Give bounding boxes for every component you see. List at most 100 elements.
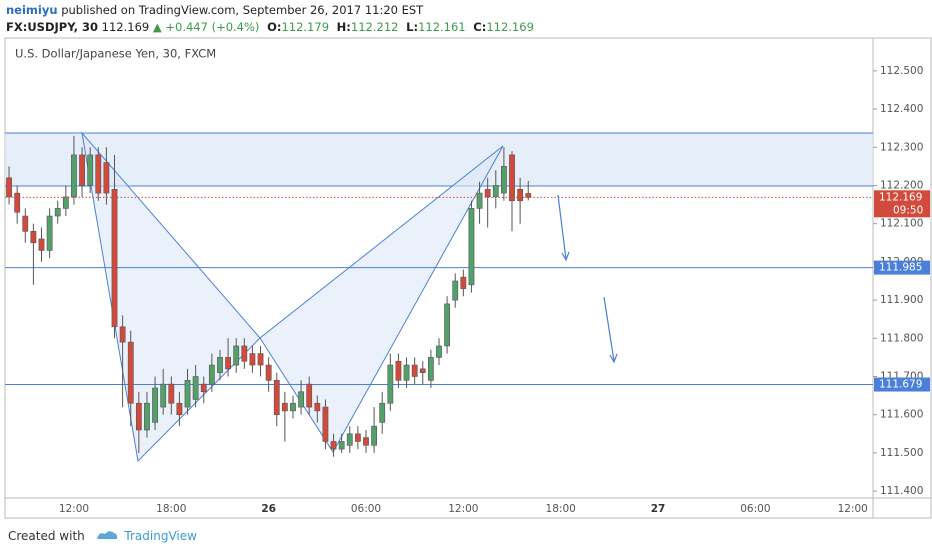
candle-body <box>265 364 272 381</box>
candle-body <box>257 353 264 366</box>
candle-body <box>403 364 410 381</box>
candle-body <box>160 383 167 408</box>
candle-body <box>241 345 248 362</box>
candle-body <box>127 341 134 404</box>
candle-body <box>492 185 499 198</box>
candle-body <box>281 402 288 412</box>
x-tick-label: 18:00 <box>156 503 186 515</box>
published: published on TradingView.com, September … <box>61 3 424 17</box>
pattern-leg <box>259 145 504 453</box>
candle-body <box>87 154 94 186</box>
candle-body <box>71 154 77 198</box>
candle-body <box>517 188 524 202</box>
zone <box>5 133 873 186</box>
pattern-leg <box>81 131 261 463</box>
candle-body <box>233 345 240 366</box>
candle-body <box>22 215 29 232</box>
candle-body <box>338 441 345 450</box>
ohlc-value: 112.169 <box>486 20 534 34</box>
candle-body <box>395 360 402 381</box>
symbol: FX:USDJPY, 30 <box>6 20 98 34</box>
x-tick-label: 26 <box>261 503 276 515</box>
current-price-label: 112.169 <box>879 191 922 203</box>
ohlc-value: 112.212 <box>350 20 399 34</box>
candle-body <box>119 326 126 343</box>
price-label: 111.985 <box>879 262 922 274</box>
candle-body <box>427 357 434 381</box>
x-tick-label: 06:00 <box>740 503 770 515</box>
candle-body <box>298 391 304 408</box>
quote-line: FX:USDJPY, 30 112.169 ▲ +0.447 (+0.4%) O… <box>6 20 534 34</box>
y-tick-label: 111.400 <box>880 485 923 497</box>
candle-body <box>6 177 12 198</box>
current-price-box <box>874 190 930 218</box>
candle-body <box>330 441 337 450</box>
candle-body <box>200 383 207 393</box>
candle-body <box>411 364 418 377</box>
ohlc-label: C: <box>473 20 487 34</box>
y-tick-label: 112.300 <box>880 141 923 153</box>
x-tick-label: 27 <box>651 503 666 515</box>
candle-body <box>363 437 369 446</box>
y-tick-label: 112.500 <box>880 65 923 77</box>
y-tick-label: 112.100 <box>880 218 923 230</box>
candle-body <box>38 238 45 251</box>
brand[interactable]: TradingView <box>124 529 197 543</box>
change: ▲ +0.447 (+0.4%) <box>152 20 260 34</box>
candle-body <box>346 433 353 446</box>
candle-body <box>95 154 102 194</box>
candle-body <box>460 276 467 289</box>
candle-body <box>192 376 199 400</box>
candle-body <box>152 387 158 423</box>
candle-body <box>144 402 150 431</box>
candle-body <box>509 154 515 202</box>
ohlc-label: H: <box>336 20 351 34</box>
candle-body <box>484 188 491 198</box>
x-tick-label: 06:00 <box>351 503 381 515</box>
arrow <box>557 194 567 260</box>
y-tick-label: 112.400 <box>880 103 923 115</box>
candle-body <box>79 154 85 186</box>
candle-body <box>419 368 426 373</box>
candle-body <box>176 402 183 416</box>
ohlc-label: O: <box>267 20 282 34</box>
marks <box>5 135 873 457</box>
candle-body <box>225 357 231 370</box>
arrow-head <box>609 353 618 364</box>
countdown: 09:50 <box>893 204 923 216</box>
change-value: +0.447 (+0.4%) <box>165 20 260 34</box>
candle-body <box>111 188 118 328</box>
candle-body <box>379 402 386 423</box>
x-tick-label: 12:00 <box>838 503 868 515</box>
candle-body <box>14 192 21 213</box>
candle-body <box>184 380 191 408</box>
publish-line: neimiyu published on TradingView.com, Se… <box>6 3 423 17</box>
chart-title: U.S. Dollar/Japanese Yen, 30, FXCM <box>15 47 216 61</box>
candle-body <box>306 383 313 408</box>
candle-body <box>46 215 53 251</box>
y-tick-label: 111.900 <box>880 294 923 306</box>
footer: Created with TradingView <box>8 526 197 543</box>
y-tick-label: 112.200 <box>880 179 923 191</box>
price-label: 111.679 <box>879 379 922 391</box>
price-label-box <box>874 260 930 275</box>
author[interactable]: neimiyu <box>6 3 58 17</box>
candle-body <box>436 345 442 358</box>
y-tick-label: 111.800 <box>880 332 923 344</box>
candle-body <box>314 402 321 412</box>
last-price: 112.169 <box>101 20 150 34</box>
candle-body <box>30 231 37 244</box>
y-tick-label: 111.500 <box>880 447 923 459</box>
candle-body <box>217 357 223 373</box>
candle-body <box>452 280 459 301</box>
x-tick-label: 12:00 <box>59 503 89 515</box>
candle-body <box>208 364 215 385</box>
chart-frame <box>4 37 932 519</box>
candle-body <box>476 192 483 209</box>
candle-body <box>371 425 377 446</box>
candle-body <box>54 208 61 217</box>
price-label-box <box>874 377 930 392</box>
candle-body <box>354 433 361 442</box>
